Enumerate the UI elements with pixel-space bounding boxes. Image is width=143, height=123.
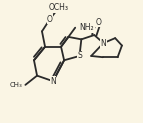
Text: CH₃: CH₃ [10,82,22,88]
Text: O: O [96,18,102,27]
Text: O: O [47,15,53,24]
Text: S: S [77,51,82,61]
Text: NH₂: NH₂ [80,23,94,32]
Text: OCH₃: OCH₃ [49,3,69,13]
Text: N: N [101,38,106,48]
Text: N: N [50,77,56,86]
